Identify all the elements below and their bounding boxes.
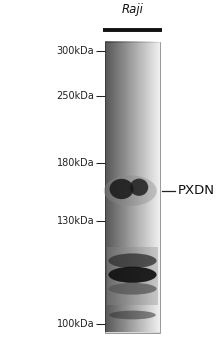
Text: 180kDa: 180kDa	[57, 158, 94, 168]
Ellipse shape	[108, 253, 157, 268]
Bar	[105, 42, 160, 332]
Ellipse shape	[110, 179, 134, 199]
Bar	[107, 247, 158, 304]
Text: 250kDa: 250kDa	[56, 91, 94, 101]
Ellipse shape	[104, 176, 157, 206]
Ellipse shape	[108, 283, 157, 295]
Ellipse shape	[109, 311, 156, 319]
Ellipse shape	[130, 178, 148, 196]
Ellipse shape	[108, 267, 157, 283]
Text: PXDN: PXDN	[177, 184, 214, 197]
Text: 100kDa: 100kDa	[57, 319, 94, 329]
Text: 130kDa: 130kDa	[57, 216, 94, 225]
Text: 300kDa: 300kDa	[57, 46, 94, 56]
Text: Raji: Raji	[122, 3, 143, 16]
